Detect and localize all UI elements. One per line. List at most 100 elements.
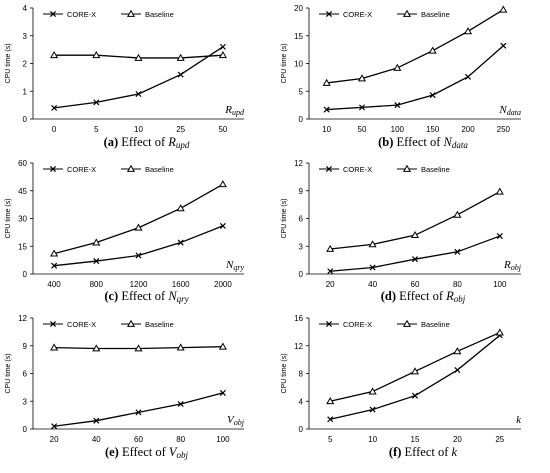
series-baseline	[326, 328, 504, 405]
data-point	[218, 180, 227, 188]
data-point	[218, 50, 227, 59]
y-tick-label: 3	[23, 32, 28, 41]
legend-marker-triangle	[126, 164, 136, 172]
data-point	[357, 74, 367, 82]
x-tick-label: 60	[134, 435, 143, 444]
x-tick-label: 800	[90, 280, 104, 289]
panel-a: 0 1 2 3 4 0 5 10 25 50 CPU time (s) Rupd CORE-X Basel…	[5, 4, 245, 150]
x-tick-label: 50	[218, 125, 227, 134]
data-point	[50, 50, 59, 59]
caption-prefix: (a)	[104, 135, 119, 149]
data-point	[326, 244, 335, 252]
axis-variable-label: Rupd	[224, 104, 245, 117]
y-tick-label: 16	[294, 314, 303, 323]
y-tick-label: 0	[299, 115, 304, 124]
data-point	[394, 102, 401, 109]
data-point	[135, 91, 142, 98]
data-point	[411, 256, 419, 263]
legend-marker-x	[325, 165, 333, 173]
legend-marker-triangle	[402, 319, 412, 327]
data-point	[51, 262, 58, 269]
data-point	[92, 238, 101, 246]
x-tick-label: 80	[176, 435, 185, 444]
caption-subscript: data	[452, 140, 469, 150]
axis-variable-subscript: upd	[232, 108, 245, 117]
y-tick-label: 15	[18, 242, 27, 251]
data-point	[499, 5, 508, 13]
legend: CORE-X Baseline	[319, 164, 450, 174]
axis-variable-symbol: R	[224, 104, 232, 116]
x-tick-label: 250	[497, 125, 511, 134]
x-tick-label: 1200	[130, 280, 148, 289]
data-point	[429, 92, 436, 99]
panel-f: 0 4 8 12 16 5 10 15 20 25 CPU time (s) k CORE-X Basel…	[281, 314, 522, 459]
legend-marker-triangle	[126, 9, 136, 17]
x-tick-label: 100	[493, 280, 507, 289]
y-tick-label: 0	[23, 115, 28, 124]
y-tick-label: 12	[18, 314, 27, 323]
x-tick-label: 40	[92, 435, 101, 444]
data-point	[51, 423, 58, 430]
axis-variable-symbol: R	[503, 259, 511, 271]
panel-d: 0 3 6 9 12 20 40 60 80 100 CPU time (s) Robj CORE-X B…	[281, 159, 522, 304]
data-point	[500, 42, 507, 49]
y-axis-label: CPU time (s)	[281, 353, 288, 393]
y-tick-label: 9	[23, 342, 28, 351]
data-point	[219, 222, 226, 229]
caption-prefix: (d)	[381, 289, 396, 303]
legend-label: CORE-X	[343, 320, 372, 329]
legend-marker-triangle	[402, 9, 412, 17]
caption-variable: N	[443, 135, 453, 149]
x-tick-label: 20	[50, 435, 59, 444]
data-point	[368, 240, 377, 248]
caption-text: Effect of	[399, 289, 444, 303]
panel-b: 0 5 10 15 20 10 50 100 150 200 250 CPU time (s) Ndat…	[281, 4, 521, 150]
data-point	[92, 50, 101, 59]
data-point	[369, 406, 376, 413]
legend-label: CORE-X	[67, 320, 96, 329]
caption-subscript: qry	[177, 294, 189, 304]
x-tick-label: 1600	[172, 280, 190, 289]
data-point	[135, 252, 142, 259]
axis-variable-symbol: k	[516, 414, 522, 426]
caption-variable: R	[167, 135, 176, 149]
series-core-x	[51, 43, 226, 111]
series-baseline	[50, 50, 227, 61]
x-tick-label: 5	[328, 435, 333, 444]
data-point	[134, 223, 143, 231]
series-line	[54, 392, 224, 427]
x-tick-label: 15	[411, 435, 420, 444]
data-point	[135, 409, 142, 416]
data-point	[410, 367, 420, 375]
axis-variable-symbol: V	[227, 414, 235, 426]
y-axis-label: CPU time (s)	[5, 43, 12, 83]
data-point	[326, 397, 335, 405]
caption-variable: k	[452, 445, 458, 459]
legend-label: Baseline	[421, 320, 450, 329]
data-point	[464, 73, 472, 80]
data-point	[496, 233, 503, 240]
caption-prefix: (f)	[389, 445, 402, 459]
legend-marker-x	[49, 320, 57, 328]
y-tick-label: 2	[23, 60, 28, 69]
legend-marker-x	[49, 10, 57, 18]
x-tick-label: 10	[368, 435, 377, 444]
x-tick-label: 5	[94, 125, 99, 134]
axis-variable-label: k	[516, 414, 522, 426]
caption-subscript: upd	[176, 140, 190, 150]
series-line	[54, 225, 224, 267]
data-point	[495, 187, 504, 195]
legend-label: CORE-X	[343, 165, 372, 174]
data-point	[411, 392, 419, 399]
x-tick-label: 200	[461, 125, 475, 134]
axis-variable-label: Vobj	[227, 414, 245, 427]
data-point	[327, 416, 334, 423]
data-point	[410, 230, 420, 239]
data-point	[93, 258, 100, 265]
legend-label: Baseline	[145, 165, 174, 174]
legend-label: Baseline	[145, 10, 174, 19]
series-core-x	[323, 42, 507, 113]
panel-caption: (b) Effect of Ndata	[378, 135, 468, 150]
panel-e: 0 3 6 9 12 20 40 60 80 100 CPU time (s) Vobj CORE-X B…	[5, 314, 245, 460]
data-point	[93, 417, 100, 424]
